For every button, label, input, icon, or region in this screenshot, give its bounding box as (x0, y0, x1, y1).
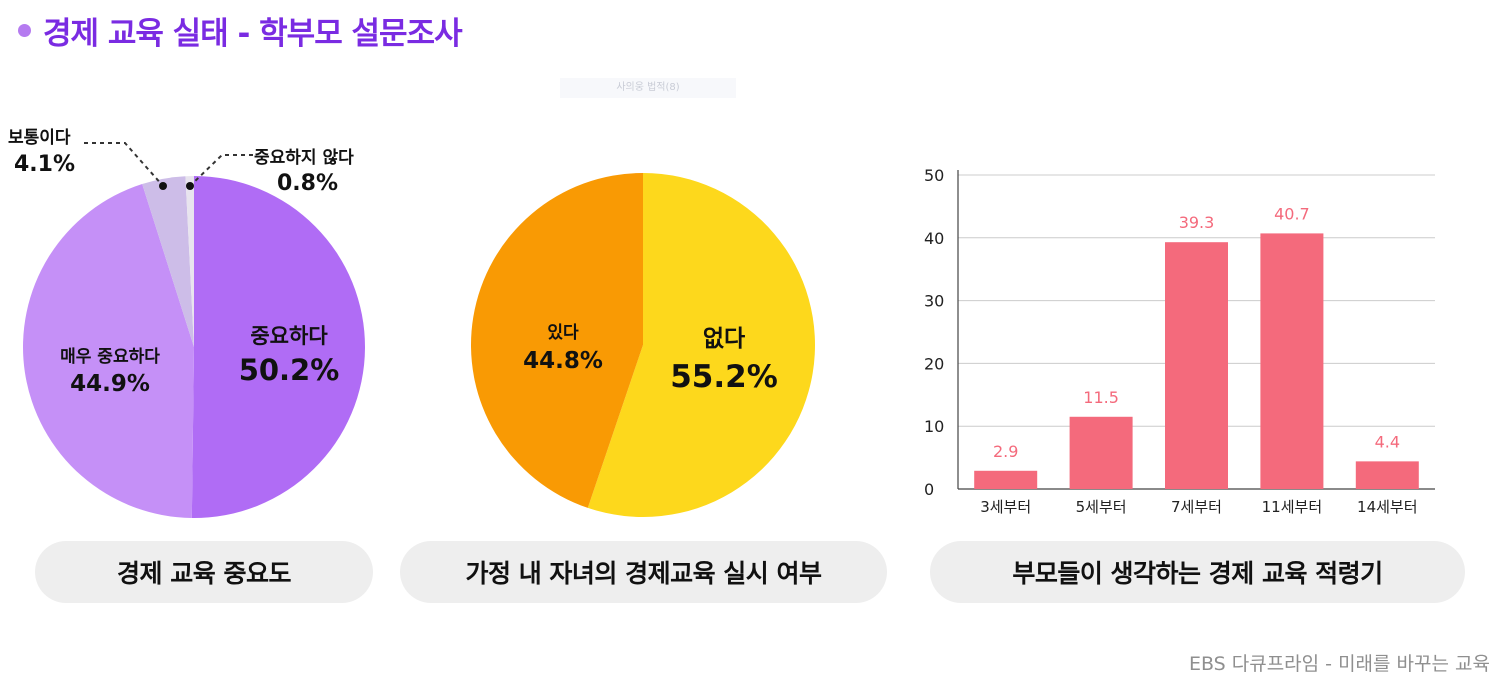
y-tick-label: 10 (924, 417, 944, 436)
y-tick-label: 30 (924, 292, 944, 311)
slice-name-no: 없다 (703, 326, 745, 352)
slice-name-important: 중요하다 (250, 324, 328, 348)
leader-line-not-important (189, 154, 253, 187)
bar-1 (1069, 416, 1133, 489)
slice-name-very-important: 매우 중요하다 (60, 347, 160, 367)
bar-value-label: 4.4 (1375, 432, 1400, 451)
slice-value-normal: 4.1% (14, 152, 75, 177)
leader-line-normal (84, 142, 164, 187)
leader-dot-normal (159, 182, 167, 190)
page-title: 경제 교육 실태 - 학부모 설문조사 (43, 16, 463, 52)
pie-slice-1 (470, 173, 643, 508)
y-tick-label: 40 (924, 229, 944, 248)
y-tick-label: 50 (924, 166, 944, 185)
x-tick-label: 5세부터 (1076, 498, 1127, 516)
bullet-dot (18, 24, 31, 37)
y-tick-label: 20 (924, 354, 944, 373)
caption-home-education: 가정 내 자녀의 경제교육 실시 여부 (400, 541, 887, 603)
pie-slice-0 (587, 173, 815, 517)
slice-value-no: 55.2% (670, 359, 778, 395)
slice-value-yes: 44.8% (523, 348, 603, 374)
slice-name-not-important: 중요하지 않다 (254, 148, 354, 168)
bar-value-label: 11.5 (1083, 388, 1119, 407)
x-tick-label: 11세부터 (1262, 498, 1323, 516)
faint-label: 사의웅 법적(8) (560, 78, 736, 98)
bar-4 (1355, 461, 1419, 489)
x-tick-label: 14세부터 (1357, 498, 1418, 516)
x-tick-label: 3세부터 (980, 498, 1031, 516)
caption-appropriate-age: 부모들이 생각하는 경제 교육 적령기 (930, 541, 1465, 603)
header: 경제 교육 실태 - 학부모 설문조사 (18, 8, 463, 53)
slice-value-very-important: 44.9% (70, 371, 150, 397)
bar-0 (974, 470, 1038, 489)
bar-2 (1165, 242, 1228, 489)
pie-slice-2 (142, 176, 194, 347)
y-tick-label: 0 (924, 480, 934, 499)
slice-value-important: 50.2% (239, 353, 340, 387)
pie-slice-0 (191, 176, 365, 518)
caption-importance: 경제 교육 중요도 (35, 541, 373, 603)
pie-slice-3 (185, 176, 194, 347)
pie-slice-1 (22, 184, 194, 518)
bar-3 (1260, 233, 1324, 489)
slice-value-not-important: 0.8% (277, 171, 338, 196)
bar-value-label: 40.7 (1274, 204, 1310, 223)
bar-value-label: 39.3 (1179, 213, 1215, 232)
slice-name-yes: 있다 (547, 323, 579, 343)
slice-name-normal: 보통이다 (8, 128, 71, 148)
x-tick-label: 7세부터 (1171, 498, 1222, 516)
bar-value-label: 2.9 (993, 442, 1018, 461)
leader-dot-not-important (186, 182, 194, 190)
footer-credit: EBS 다큐프라임 - 미래를 바꾸는 교육 (1188, 653, 1490, 675)
